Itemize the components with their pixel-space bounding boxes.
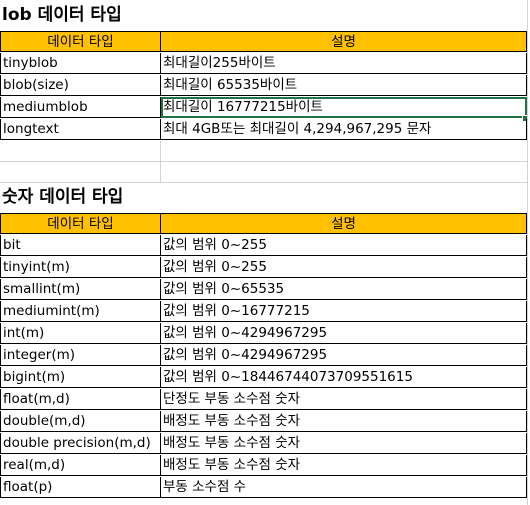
desc-cell[interactable]: 값의 범위 0~255 (161, 235, 527, 256)
type-cell[interactable]: bit (0, 235, 161, 256)
type-cell[interactable]: mediumint(m) (0, 301, 161, 322)
desc-cell[interactable]: 단정도 부동 소수점 숫자 (161, 389, 527, 410)
empty-cell[interactable] (0, 141, 161, 162)
type-cell[interactable]: integer(m) (0, 345, 161, 366)
type-cell[interactable]: real(m,d) (0, 455, 161, 476)
desc-cell[interactable]: 값의 범위 0~4294967295 (161, 323, 527, 344)
next-column-edge (527, 0, 530, 505)
desc-cell[interactable]: 최대길이 65535바이트 (161, 75, 527, 96)
table-row: mediumint(m) 값의 범위 0~16777215 (0, 301, 530, 322)
table-row: bit 값의 범위 0~255 (0, 235, 530, 256)
desc-cell[interactable]: 값의 범위 0~255 (161, 257, 527, 278)
type-cell[interactable]: tinyblob (0, 53, 161, 74)
desc-cell[interactable]: 배정도 부동 소수점 숫자 (161, 455, 527, 476)
type-cell[interactable]: int(m) (0, 323, 161, 344)
selected-desc-cell[interactable]: 최대길이 16777215바이트 (161, 97, 527, 118)
desc-cell[interactable]: 최대 4GB또는 최대길이 4,294,967,295 문자 (161, 119, 527, 140)
desc-cell[interactable]: 값의 범위 0~18446744073709551615 (161, 367, 527, 388)
lob-header-row: 데이터 타입 설명 (0, 31, 530, 52)
numeric-header-type[interactable]: 데이터 타입 (0, 213, 161, 234)
type-cell[interactable]: smallint(m) (0, 279, 161, 300)
type-cell[interactable]: tinyint(m) (0, 257, 161, 278)
lob-section-title[interactable]: lob 데이터 타입 (2, 5, 122, 25)
numeric-title-row: 숫자 데이터 타입 (0, 184, 530, 210)
type-cell[interactable]: blob(size) (0, 75, 161, 96)
type-cell[interactable]: double(m,d) (0, 411, 161, 432)
desc-cell[interactable]: 값의 범위 0~65535 (161, 279, 527, 300)
numeric-section-title[interactable]: 숫자 데이터 타입 (2, 187, 124, 207)
desc-cell[interactable]: 배정도 부동 소수점 숫자 (161, 411, 527, 432)
desc-cell[interactable]: 배정도 부동 소수점 숫자 (161, 433, 527, 454)
type-cell[interactable]: bigint(m) (0, 367, 161, 388)
table-row: float(p) 부동 소수점 수 (0, 477, 530, 498)
fill-handle[interactable] (522, 115, 529, 122)
type-cell[interactable]: float(m,d) (0, 389, 161, 410)
type-cell[interactable]: double precision(m,d) (0, 433, 161, 454)
numeric-header-row: 데이터 타입 설명 (0, 213, 530, 234)
empty-cell[interactable] (161, 162, 527, 183)
empty-cell[interactable] (0, 162, 161, 183)
table-row: blob(size) 최대길이 65535바이트 (0, 75, 530, 96)
table-row: longtext 최대 4GB또는 최대길이 4,294,967,295 문자 (0, 119, 530, 140)
desc-cell[interactable]: 값의 범위 0~4294967295 (161, 345, 527, 366)
table-row: int(m) 값의 범위 0~4294967295 (0, 323, 530, 344)
table-row: bigint(m) 값의 범위 0~18446744073709551615 (0, 367, 530, 388)
type-cell[interactable]: longtext (0, 119, 161, 140)
desc-cell[interactable]: 값의 범위 0~16777215 (161, 301, 527, 322)
desc-cell[interactable]: 부동 소수점 수 (161, 477, 527, 498)
table-row: double precision(m,d) 배정도 부동 소수점 숫자 (0, 433, 530, 454)
empty-cell[interactable] (161, 141, 527, 162)
table-row: float(m,d) 단정도 부동 소수점 숫자 (0, 389, 530, 410)
lob-header-type[interactable]: 데이터 타입 (0, 31, 161, 52)
table-row: real(m,d) 배정도 부동 소수점 숫자 (0, 455, 530, 476)
numeric-header-desc[interactable]: 설명 (161, 213, 527, 234)
empty-row (0, 162, 530, 183)
empty-row (0, 141, 530, 162)
table-row: tinyblob 최대길이255바이트 (0, 53, 530, 74)
table-row: double(m,d) 배정도 부동 소수점 숫자 (0, 411, 530, 432)
table-row: smallint(m) 값의 범위 0~65535 (0, 279, 530, 300)
type-cell[interactable]: mediumblob (0, 97, 161, 118)
lob-title-row: lob 데이터 타입 (0, 2, 530, 28)
type-cell[interactable]: float(p) (0, 477, 161, 498)
desc-cell[interactable]: 최대길이255바이트 (161, 53, 527, 74)
table-row: mediumblob 최대길이 16777215바이트 (0, 97, 530, 118)
table-row: tinyint(m) 값의 범위 0~255 (0, 257, 530, 278)
lob-header-desc[interactable]: 설명 (161, 31, 527, 52)
table-row: integer(m) 값의 범위 0~4294967295 (0, 345, 530, 366)
